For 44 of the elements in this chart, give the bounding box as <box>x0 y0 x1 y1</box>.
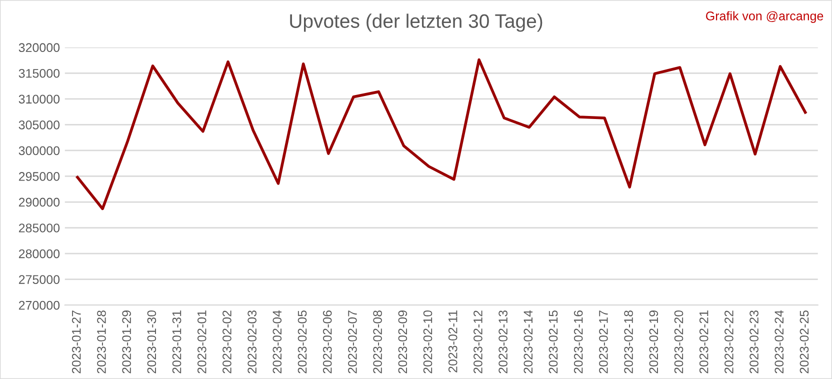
text: Grafik von @arcange <box>706 11 824 23</box>
x-tick-label: 2023-01-27 <box>72 310 81 374</box>
x-tick-label: 2023-02-15 <box>548 310 558 374</box>
x-tick-label: 2023-02-18 <box>624 310 633 374</box>
x-tick-label: 2023-02-17 <box>599 310 608 374</box>
y-tick-label: 300000 <box>18 146 60 156</box>
y-tick-label: 275000 <box>18 275 60 284</box>
x-tick-label: 2023-02-02 <box>222 310 232 374</box>
x-tick-label: 2023-02-07 <box>348 310 357 374</box>
x-tick-label: 2023-02-25 <box>800 310 809 374</box>
y-tick-label: 310000 <box>18 94 60 104</box>
x-tick-label: 2023-02-01 <box>197 310 206 374</box>
x-tick-label: 2023-02-21 <box>699 310 708 374</box>
chart-title: Upvotes (der letzten 30 Tage) <box>290 14 542 32</box>
y-tick-label: 280000 <box>18 249 60 258</box>
x-tick-label: 2023-02-13 <box>498 310 508 374</box>
line-series <box>76 58 807 210</box>
x-tick-label: 2023-02-11 <box>448 310 458 372</box>
x-tick-label: 2023-02-23 <box>750 310 758 374</box>
x-tick-label: 2023-02-19 <box>649 310 658 374</box>
x-tick-label: 2023-02-14 <box>524 310 533 374</box>
x-tick-label: 2023-02-03 <box>248 310 256 374</box>
x-tick-label: 2023-02-10 <box>423 310 432 374</box>
x-tick-label: 2023-01-29 <box>122 310 131 374</box>
x-tick-label: 2023-02-16 <box>574 310 583 374</box>
y-tick-label: 295000 <box>18 172 60 181</box>
x-tick-label: 2023-02-08 <box>373 310 382 374</box>
y-tick-label: 320000 <box>18 43 60 52</box>
x-tick-label: 2023-02-04 <box>272 310 282 374</box>
x-tick-label: 2023-02-22 <box>724 310 734 374</box>
x-tick-label: 2023-01-31 <box>172 310 182 374</box>
x-tick-label: 2023-02-24 <box>774 310 784 374</box>
y-tick-label: 285000 <box>18 224 60 232</box>
y-tick-label: 305000 <box>18 120 60 130</box>
x-tick-label: 2023-02-20 <box>674 310 684 374</box>
x-tick-label: 2023-02-06 <box>322 310 332 374</box>
y-tick-label: 315000 <box>18 68 60 78</box>
x-tick-label: 2023-02-09 <box>398 310 408 374</box>
x-tick-label: 2023-02-05 <box>298 310 307 374</box>
x-tick-label: 2023-02-12 <box>474 310 482 374</box>
y-tick-label: 290000 <box>18 198 60 207</box>
x-tick-label: 2023-01-28 <box>97 310 106 374</box>
x-tick-label: 2023-01-30 <box>147 310 156 374</box>
y-tick-label: 270000 <box>18 300 60 310</box>
